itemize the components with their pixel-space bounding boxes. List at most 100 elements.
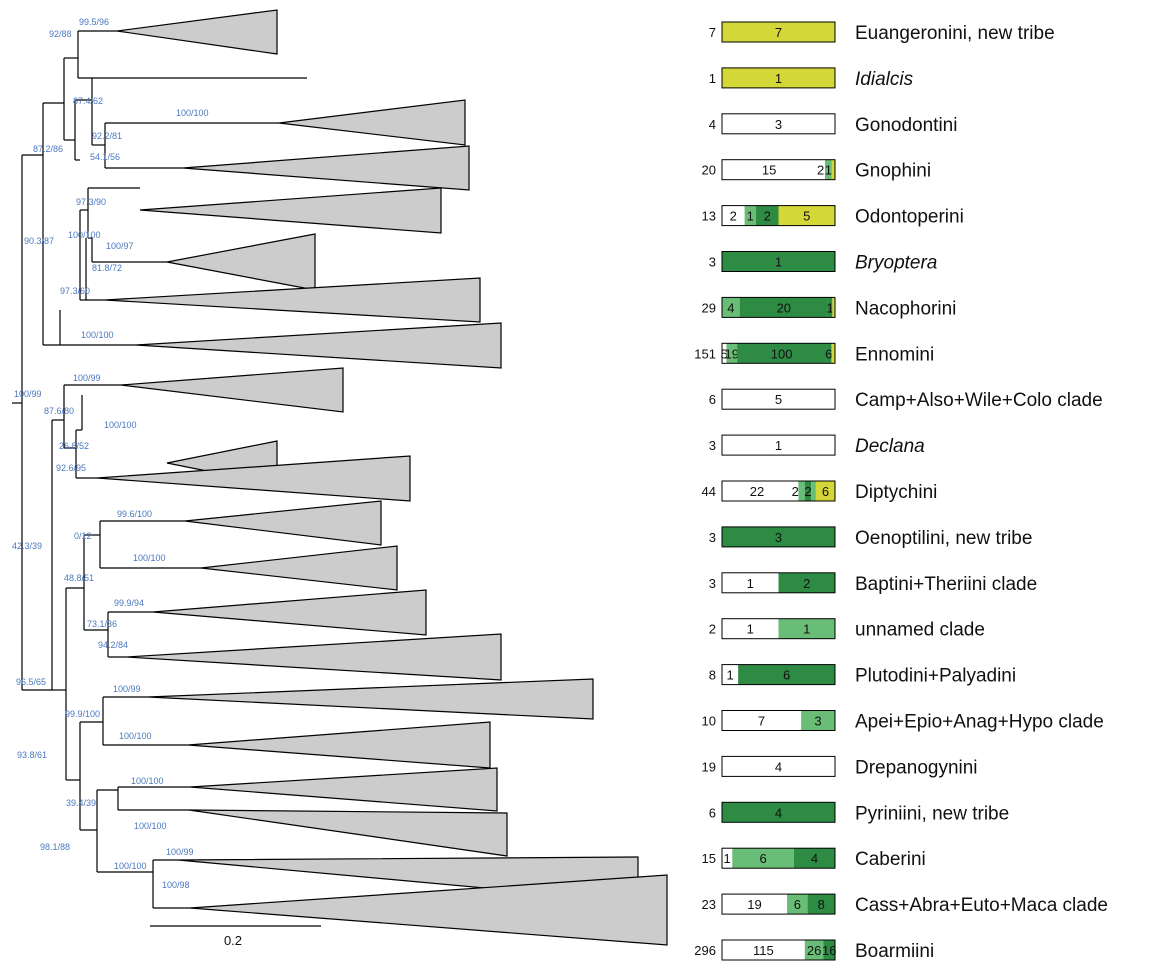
collapsed-clade-triangles xyxy=(96,9,668,946)
bar-segment-label: 20 xyxy=(777,300,791,315)
clade-name: Apei+Epio+Anag+Hypo clade xyxy=(855,712,1104,733)
clade-name: Declana xyxy=(855,436,925,457)
bar-segment xyxy=(722,389,835,410)
bar-segment xyxy=(778,205,835,226)
bar-segment xyxy=(744,205,756,226)
clade-row: 3 3 Oenoptilini, new tribe xyxy=(709,526,1032,549)
bar-segment xyxy=(722,435,835,456)
bar-segment xyxy=(823,940,835,960)
clade-row: 2 1 1 unnamed clade xyxy=(709,618,985,641)
bar-segment-label: 6 xyxy=(822,484,829,499)
support-value: 97.3/60 xyxy=(60,286,90,296)
bar-segment xyxy=(811,481,816,501)
support-values: 99.5/96 92/88 87.4/62 100/100 92.2/81 54.1/56… xyxy=(12,17,209,890)
bar-segment-label: 5 xyxy=(775,392,782,407)
clade-row: 3 1 Bryoptera xyxy=(709,251,937,274)
bar-segment xyxy=(737,343,827,364)
bar-segment xyxy=(722,572,779,593)
clade-name: Gnophini xyxy=(855,161,931,182)
support-value: 87.4/62 xyxy=(73,96,103,106)
bar-segment xyxy=(832,297,835,318)
bar-segment-label: 115 xyxy=(753,943,774,958)
clade-name: Gonodontini xyxy=(855,115,957,136)
bar-segment-label: 2 xyxy=(792,484,799,499)
clade-row: 4 3 Gonodontini xyxy=(709,113,957,136)
bar-segment-label: 4 xyxy=(727,300,734,315)
bar-segment xyxy=(804,940,824,960)
bar-segment xyxy=(722,664,739,685)
bar-segment xyxy=(722,22,835,42)
clade-count: 3 xyxy=(709,576,716,591)
clade-triangle xyxy=(188,809,508,857)
bar-segment xyxy=(787,894,808,915)
bar-segment xyxy=(722,251,835,272)
clade-name: Nacophorini xyxy=(855,298,956,319)
clade-triangle xyxy=(125,633,502,681)
bar-segment xyxy=(722,756,835,777)
clade-triangle xyxy=(120,367,344,413)
bar-outline xyxy=(721,939,836,961)
support-value: 93.8/61 xyxy=(17,750,47,760)
clade-triangle xyxy=(182,145,470,191)
bar-outline xyxy=(721,251,836,272)
clade-triangle xyxy=(200,545,398,591)
support-value: 87.6/80 xyxy=(44,406,74,416)
bar-segment-label: 5 xyxy=(803,209,810,224)
bar-segment-label: 1 xyxy=(803,622,810,637)
clade-count: 7 xyxy=(709,25,716,40)
bar-segment xyxy=(831,343,835,364)
bar-segment-label: 2 xyxy=(804,484,811,499)
bar-segment xyxy=(824,159,832,180)
support-value: 100/100 xyxy=(114,861,147,871)
support-value: 73.1/36 xyxy=(87,619,117,629)
bar-segment-label: 1 xyxy=(825,163,832,178)
clade-triangle xyxy=(147,678,594,720)
bar-segment xyxy=(739,297,828,318)
clade-row: 151 519 100 6 Ennomini xyxy=(694,342,934,365)
support-value: 81.8/72 xyxy=(92,263,122,273)
bar-segment-label: 1 xyxy=(726,668,733,683)
clade-row: 29 4 20 1 Nacophorini xyxy=(702,296,956,319)
bar-outline xyxy=(721,67,836,89)
bar-outline xyxy=(721,159,836,181)
bar-segment xyxy=(807,894,835,915)
clade-count: 13 xyxy=(702,209,716,224)
bar-segment-label: 3 xyxy=(775,117,782,132)
clade-count: 3 xyxy=(709,255,716,270)
clade-count: 23 xyxy=(702,897,716,912)
bar-segment-label: 7 xyxy=(758,714,765,729)
bar-segment-label: 4 xyxy=(811,851,818,866)
bar-segment xyxy=(722,618,779,639)
clade-name: Bryoptera xyxy=(855,253,937,274)
clade-count: 4 xyxy=(709,117,716,132)
bar-segment-label: 6 xyxy=(825,346,832,361)
bar-segment xyxy=(793,848,835,869)
clade-row: 3 1 Declana xyxy=(709,434,925,457)
clade-triangle xyxy=(166,233,316,291)
clade-row: 23 19 6 8 Cass+Abra+Euto+Maca clade xyxy=(702,893,1108,916)
bar-segment xyxy=(815,481,835,501)
clade-name: Diptychini xyxy=(855,482,937,503)
bar-segment-label: 3 xyxy=(814,714,821,729)
clade-triangle xyxy=(278,99,466,146)
bar-segment xyxy=(778,618,835,639)
support-value: 98.1/88 xyxy=(40,842,70,852)
clade-triangle xyxy=(139,187,442,234)
support-value: 97.3/90 xyxy=(76,197,106,207)
bar-segment-label: 1 xyxy=(747,576,754,591)
clade-name: Camp+Also+Wile+Colo clade xyxy=(855,390,1103,411)
bar-outline xyxy=(721,434,836,456)
bar-outline xyxy=(721,113,836,135)
clade-name: Caberini xyxy=(855,849,926,870)
bar-segment xyxy=(722,67,835,88)
bar-segment xyxy=(732,848,794,869)
clade-count: 20 xyxy=(702,163,716,178)
bar-segment xyxy=(722,710,802,731)
support-value: 100/100 xyxy=(104,420,137,430)
clade-row: 20 15 2 1 Gnophini xyxy=(702,159,931,182)
bar-outline xyxy=(721,572,836,594)
clade-triangle xyxy=(135,322,502,369)
bar-outline xyxy=(721,618,836,640)
support-value: 54.1/56 xyxy=(90,152,120,162)
clade-triangle xyxy=(104,277,481,323)
